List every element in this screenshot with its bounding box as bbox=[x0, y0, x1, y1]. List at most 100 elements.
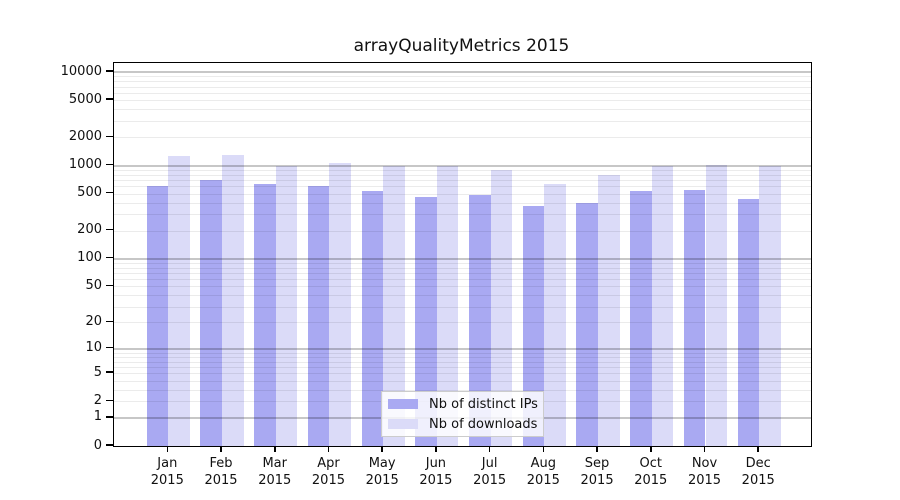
gridline-minor bbox=[114, 267, 811, 269]
legend-label-downloads: Nb of downloads bbox=[429, 416, 538, 432]
x-tick-label: May 2015 bbox=[365, 456, 399, 488]
gridline-minor bbox=[114, 76, 811, 78]
gridline-minor bbox=[114, 322, 811, 324]
x-tick-label: Jul 2015 bbox=[473, 456, 507, 488]
legend-label-distinct-ips: Nb of distinct IPs bbox=[429, 396, 538, 412]
gridline-minor bbox=[114, 389, 811, 391]
bar-downloads-jul bbox=[490, 170, 513, 446]
x-tick-label: Oct 2015 bbox=[634, 456, 668, 488]
chart-title: arrayQualityMetrics 2015 bbox=[353, 36, 570, 56]
gridline-minor bbox=[114, 356, 811, 358]
gridline-minor bbox=[114, 279, 811, 281]
y-tick-label: 20 bbox=[85, 313, 102, 329]
bar-ips-mar bbox=[254, 184, 276, 446]
bar-ips-jun bbox=[415, 197, 437, 446]
x-tick-label: Aug 2015 bbox=[526, 456, 560, 488]
gridline-minor bbox=[114, 109, 811, 111]
bar-downloads-jun bbox=[436, 166, 459, 446]
y-tick-mark bbox=[106, 98, 113, 100]
x-tick-mark bbox=[542, 447, 545, 452]
x-tick-mark bbox=[435, 447, 437, 452]
bar-downloads-mar bbox=[275, 165, 298, 446]
x-tick-mark bbox=[488, 447, 491, 452]
bar-downloads-oct bbox=[651, 166, 674, 446]
y-tick-label: 2000 bbox=[68, 128, 102, 144]
gridline-major bbox=[114, 71, 811, 74]
x-tick-mark bbox=[596, 447, 598, 452]
gridline-minor bbox=[114, 306, 811, 308]
legend: Nb of distinct IPs Nb of downloads bbox=[381, 391, 544, 437]
bar-ips-oct bbox=[630, 191, 652, 446]
y-tick-mark bbox=[106, 416, 113, 418]
y-tick-mark bbox=[106, 163, 113, 166]
bar-downloads-dec bbox=[759, 166, 781, 446]
x-tick-mark bbox=[381, 447, 383, 452]
bar-downloads-may bbox=[383, 165, 405, 446]
gridline-minor bbox=[114, 100, 811, 102]
y-tick-label: 0 bbox=[93, 437, 102, 453]
x-tick-mark bbox=[220, 447, 222, 452]
legend-item-downloads: Nb of downloads bbox=[388, 417, 537, 432]
bar-downloads-jan bbox=[168, 156, 190, 446]
x-tick-label: Sep 2015 bbox=[580, 456, 614, 488]
y-tick-mark bbox=[106, 371, 113, 374]
bar-ips-jan bbox=[146, 185, 169, 446]
y-tick-label: 100 bbox=[77, 250, 102, 266]
y-tick-label: 10000 bbox=[60, 63, 102, 79]
y-tick-label: 5000 bbox=[68, 91, 102, 107]
gridline-minor bbox=[114, 193, 811, 195]
y-tick-mark bbox=[106, 346, 113, 349]
gridline-minor bbox=[114, 137, 811, 139]
gridline-minor bbox=[114, 373, 811, 375]
y-tick-label: 1000 bbox=[68, 157, 102, 172]
gridline-minor bbox=[114, 262, 811, 264]
bar-ips-apr bbox=[307, 186, 330, 446]
y-tick-label: 500 bbox=[77, 185, 102, 201]
gridline-minor bbox=[114, 86, 811, 88]
gridline-minor bbox=[114, 366, 811, 368]
bar-downloads-feb bbox=[222, 154, 244, 446]
bar-downloads-sep bbox=[598, 175, 620, 446]
y-tick-mark bbox=[106, 320, 113, 323]
x-tick-label: Dec 2015 bbox=[741, 456, 775, 488]
x-tick-mark bbox=[166, 447, 169, 452]
gridline-minor bbox=[114, 230, 811, 232]
y-tick-mark bbox=[106, 191, 113, 194]
gridline-minor bbox=[114, 169, 811, 171]
x-tick-label: Nov 2015 bbox=[687, 456, 722, 488]
y-tick-mark bbox=[106, 284, 113, 287]
legend-swatch-downloads bbox=[388, 419, 418, 429]
x-tick-mark bbox=[757, 447, 759, 452]
gridline-minor bbox=[114, 120, 811, 122]
gridline-major bbox=[114, 257, 811, 260]
bar-downloads-nov bbox=[705, 165, 728, 446]
plot-area: Nb of distinct IPs Nb of downloads bbox=[113, 62, 812, 447]
gridline-minor bbox=[114, 214, 811, 216]
bar-ips-aug bbox=[522, 205, 545, 446]
x-tick-label: Feb 2015 bbox=[204, 456, 238, 488]
y-tick-label: 10 bbox=[85, 340, 102, 356]
gridline-minor bbox=[114, 295, 811, 297]
bar-ips-feb bbox=[200, 179, 222, 446]
gridline-minor bbox=[114, 179, 811, 181]
y-tick-label: 2 bbox=[93, 392, 102, 408]
y-tick-mark bbox=[106, 444, 113, 446]
gridline-minor bbox=[114, 174, 811, 176]
x-tick-label: Jun 2015 bbox=[419, 456, 453, 488]
y-tick-label: 5 bbox=[93, 364, 102, 380]
y-tick-mark bbox=[106, 399, 113, 402]
x-tick-label: Mar 2015 bbox=[258, 456, 292, 488]
bar-ips-dec bbox=[737, 199, 760, 446]
x-tick-mark bbox=[327, 447, 330, 452]
gridline-major bbox=[114, 164, 811, 167]
bar-ips-nov bbox=[683, 189, 706, 446]
bar-ips-jul bbox=[469, 195, 491, 446]
y-tick-mark bbox=[106, 70, 113, 72]
gridline-minor bbox=[114, 380, 811, 382]
x-tick-mark bbox=[273, 447, 276, 452]
x-tick-label: Jan 2015 bbox=[150, 456, 184, 488]
bar-ips-sep bbox=[576, 203, 599, 446]
y-tick-mark bbox=[106, 228, 113, 231]
x-tick-mark bbox=[649, 447, 652, 452]
